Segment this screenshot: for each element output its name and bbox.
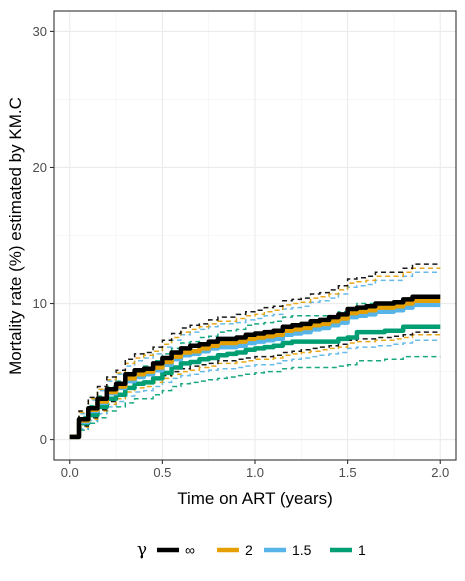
ci-upper-series-inf <box>69 263 441 438</box>
estimate-lines <box>69 294 441 440</box>
legend-label-inf: ∞ <box>185 542 195 558</box>
x-tick-label: 1.0 <box>246 465 264 480</box>
series-line-1 <box>69 324 441 440</box>
x-tick-label: 0.5 <box>153 465 171 480</box>
major-gridlines <box>54 11 456 460</box>
x-axis-ticks: 0.0 0.5 1.0 1.5 2.0 <box>61 460 449 480</box>
x-tick-label: 2.0 <box>431 465 449 480</box>
legend-title: γ <box>137 540 147 560</box>
series-line-inf <box>69 294 441 440</box>
legend-label-15: 1.5 <box>292 542 312 558</box>
y-axis-title: Mortality rate (%) estimated by KM.C <box>6 97 25 375</box>
y-axis-ticks: 0 10 20 30 <box>33 24 54 447</box>
ci-upper-series-2 <box>69 267 441 438</box>
legend-label-2: 2 <box>245 542 253 558</box>
legend: γ ∞ 2 1.5 1 <box>137 540 366 560</box>
y-tick-label: 0 <box>40 432 47 447</box>
legend-label-1: 1 <box>358 542 366 558</box>
series-line-2 <box>69 298 441 440</box>
y-tick-label: 10 <box>33 296 47 311</box>
x-tick-label: 0.0 <box>61 465 79 480</box>
x-axis-title: Time on ART (years) <box>177 489 333 508</box>
y-tick-label: 30 <box>33 24 47 39</box>
x-tick-label: 1.5 <box>339 465 357 480</box>
ci-lower-series-1 <box>69 355 441 438</box>
y-tick-label: 20 <box>33 160 47 175</box>
series-line-15 <box>69 302 441 440</box>
ci-upper-series-15 <box>69 271 441 438</box>
